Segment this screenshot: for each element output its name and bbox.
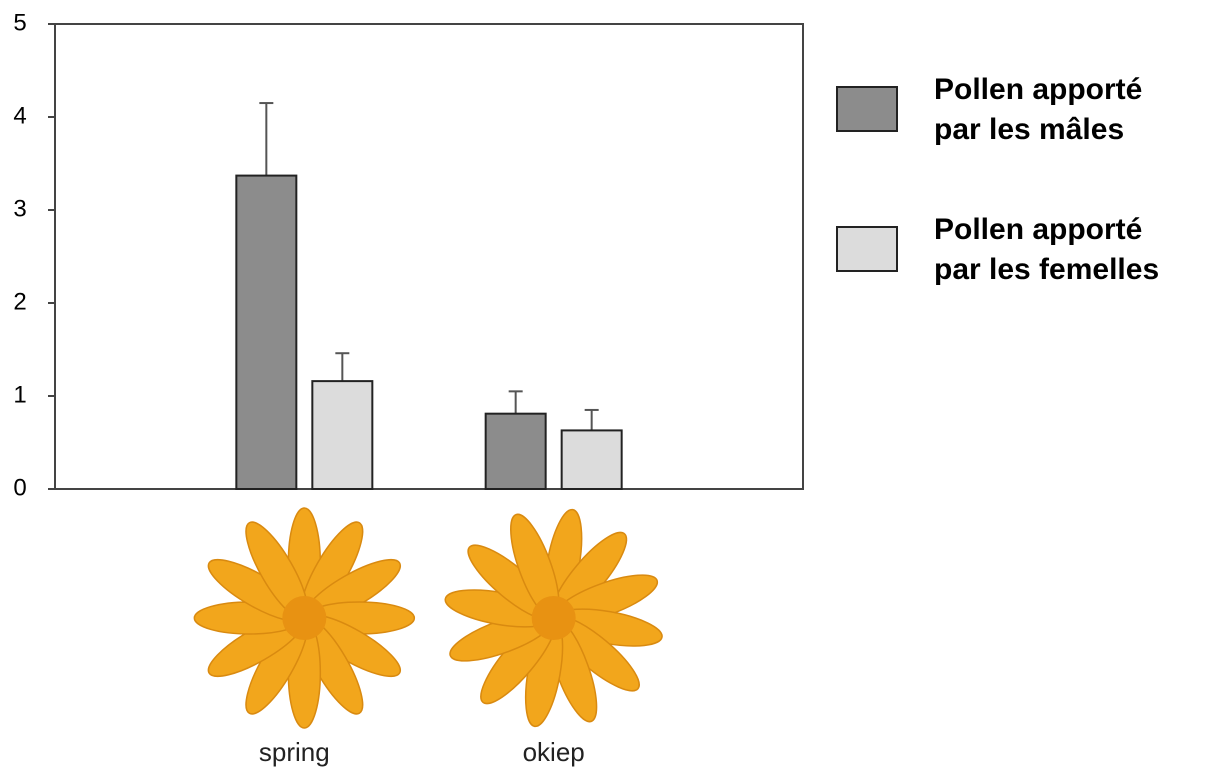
legend: Pollen apporté par les mâles Pollen appor…: [836, 70, 1194, 350]
legend-item: Pollen apporté par les femelles: [836, 210, 1194, 290]
y-tick-label: 0: [13, 474, 26, 501]
flower-center: [282, 596, 327, 640]
x-tick-label: okiep: [523, 737, 585, 767]
y-tick-label: 3: [13, 195, 26, 222]
legend-item: Pollen apporté par les mâles: [836, 70, 1194, 150]
legend-label: Pollen apporté par les mâles: [934, 73, 1143, 146]
legend-label: Pollen apporté par les femelles: [934, 213, 1160, 286]
x-tick-label: spring: [259, 737, 330, 767]
y-tick-label: 4: [13, 102, 26, 129]
flower: [444, 508, 663, 728]
plot-frame: [54, 23, 804, 490]
y-tick-label: 5: [13, 9, 26, 36]
bar: [484, 412, 547, 491]
flower: [193, 507, 416, 729]
y-tick-label: 2: [13, 288, 26, 315]
legend-swatch: [836, 86, 898, 132]
bar: [311, 380, 374, 490]
bar: [560, 429, 623, 491]
flower-center: [531, 596, 576, 640]
bar: [235, 174, 298, 490]
y-tick-label: 1: [13, 381, 26, 408]
legend-swatch: [836, 226, 898, 272]
